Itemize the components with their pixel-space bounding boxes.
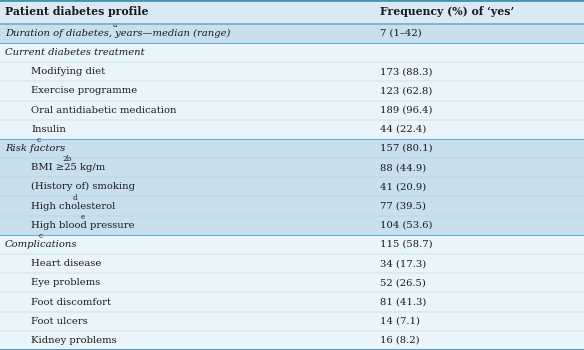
- Text: 52 (26.5): 52 (26.5): [380, 278, 426, 287]
- Text: d: d: [73, 194, 78, 202]
- Text: Insulin: Insulin: [31, 125, 66, 134]
- Bar: [0, 273, 584, 293]
- Text: c: c: [36, 136, 40, 144]
- Text: 189 (96.4): 189 (96.4): [380, 106, 432, 115]
- Text: Frequency (%) of ‘yes’: Frequency (%) of ‘yes’: [380, 6, 514, 18]
- Text: Risk factors: Risk factors: [5, 144, 65, 153]
- Text: Exercise programme: Exercise programme: [31, 86, 137, 96]
- Bar: [0, 120, 584, 139]
- Text: 7 (1–42): 7 (1–42): [380, 29, 421, 38]
- Text: a: a: [113, 21, 117, 29]
- Text: 44 (22.4): 44 (22.4): [380, 125, 426, 134]
- Text: 34 (17.3): 34 (17.3): [380, 259, 426, 268]
- Bar: [0, 254, 584, 273]
- Bar: [0, 293, 584, 312]
- Text: 77 (39.5): 77 (39.5): [380, 202, 426, 211]
- Text: 81 (41.3): 81 (41.3): [380, 298, 426, 307]
- Text: BMI ≥25 kg/m: BMI ≥25 kg/m: [31, 163, 105, 172]
- Text: Patient diabetes profile: Patient diabetes profile: [5, 6, 148, 18]
- Bar: [0, 235, 584, 254]
- Text: 104 (53.6): 104 (53.6): [380, 221, 432, 230]
- Text: Heart disease: Heart disease: [31, 259, 102, 268]
- Text: Duration of diabetes, years—median (range): Duration of diabetes, years—median (rang…: [5, 29, 230, 38]
- Text: Foot discomfort: Foot discomfort: [31, 298, 111, 307]
- Bar: [0, 139, 584, 158]
- Text: 14 (7.1): 14 (7.1): [380, 317, 419, 326]
- Text: High cholesterol: High cholesterol: [31, 202, 115, 211]
- Bar: [0, 331, 584, 350]
- Bar: [0, 62, 584, 81]
- Bar: [0, 158, 584, 177]
- Text: e: e: [81, 213, 85, 221]
- Text: 2b: 2b: [62, 155, 72, 163]
- Bar: [0, 216, 584, 235]
- Bar: [0, 196, 584, 216]
- Text: 41 (20.9): 41 (20.9): [380, 182, 426, 191]
- Text: High blood pressure: High blood pressure: [31, 221, 134, 230]
- Text: 123 (62.8): 123 (62.8): [380, 86, 432, 96]
- Bar: [0, 24, 584, 43]
- Text: (History of) smoking: (History of) smoking: [31, 182, 135, 191]
- Text: c: c: [39, 232, 43, 240]
- Text: Complications: Complications: [5, 240, 77, 249]
- Text: 16 (8.2): 16 (8.2): [380, 336, 419, 345]
- Text: Eye problems: Eye problems: [31, 278, 100, 287]
- Bar: [0, 177, 584, 196]
- Text: 157 (80.1): 157 (80.1): [380, 144, 432, 153]
- Bar: [0, 100, 584, 120]
- Bar: [0, 0, 584, 24]
- Text: 173 (88.3): 173 (88.3): [380, 67, 432, 76]
- Text: Foot ulcers: Foot ulcers: [31, 317, 88, 326]
- Bar: [0, 43, 584, 62]
- Bar: [0, 81, 584, 100]
- Text: Modifying diet: Modifying diet: [31, 67, 105, 76]
- Text: Current diabetes treatment: Current diabetes treatment: [5, 48, 144, 57]
- Text: 88 (44.9): 88 (44.9): [380, 163, 426, 172]
- Text: Oral antidiabetic medication: Oral antidiabetic medication: [31, 106, 176, 115]
- Text: Kidney problems: Kidney problems: [31, 336, 117, 345]
- Bar: [0, 312, 584, 331]
- Text: 115 (58.7): 115 (58.7): [380, 240, 432, 249]
